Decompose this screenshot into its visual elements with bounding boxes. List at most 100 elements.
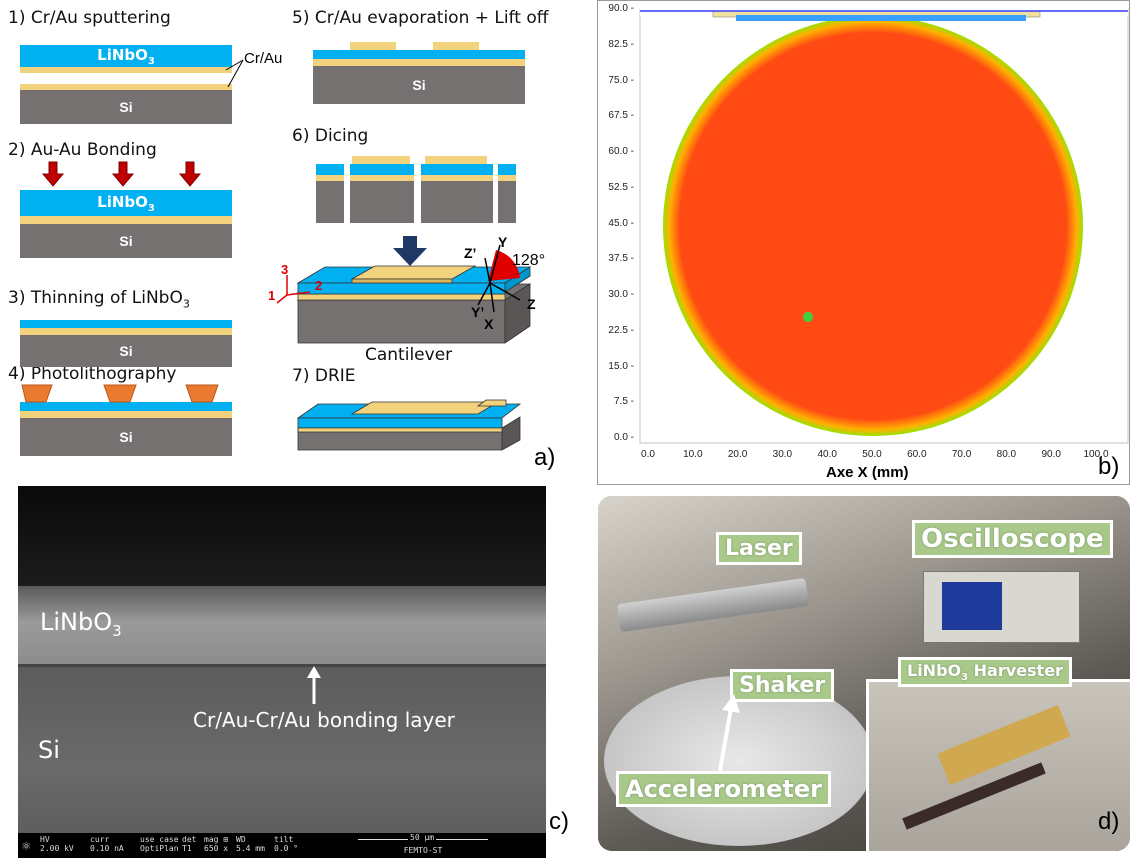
defect-spot: [803, 312, 813, 322]
blue-down-arrow: [393, 236, 427, 266]
axis-yp-label: Y’: [471, 304, 485, 320]
panel-d: Laser Oscilloscope Shaker LiNbO3 Harvest…: [598, 496, 1130, 851]
step4-linbo-layer: [20, 402, 232, 411]
step-6-label: 6) Dicing: [292, 126, 369, 146]
shaker-body: [604, 676, 874, 846]
crau-callout-line-2: [227, 59, 244, 88]
axis-3-label: 3: [281, 262, 289, 277]
axis-2-label: 2: [315, 278, 323, 293]
photoresist-1: [21, 384, 53, 403]
sem-linbo-label: LiNbO3: [40, 608, 122, 640]
cantilever-label: Cantilever: [365, 345, 453, 365]
step4-crau: [20, 411, 232, 418]
red-arrow-1: [41, 161, 65, 187]
sample-axes: [276, 275, 311, 304]
y-tick-label: 0.0 -: [613, 432, 634, 443]
step5-electrode-2: [433, 42, 479, 50]
y-tick-label: 45.0 -: [608, 217, 634, 229]
sem-footer: ⚛ HV 2.00 kV curr 0.10 nA use case OptiPlan…: [18, 833, 546, 858]
panel-b: 90.0 - 82.5 - 75.0 - 67.5 - 60.0 - 52.5 - 45.0…: [597, 0, 1130, 485]
oscilloscope-label: Oscilloscope: [912, 520, 1113, 558]
y-tick-label: 37.5 -: [608, 253, 634, 265]
dicing-stacks: [316, 156, 516, 223]
sem-si-label: Si: [38, 736, 60, 764]
panel-c-label: c): [549, 808, 569, 835]
red-arrow-3: [178, 161, 202, 187]
y-tick-label: 52.5 -: [608, 181, 634, 193]
x-tick-label: 40.0: [817, 449, 837, 460]
bond-arrow: [307, 666, 321, 704]
step5-si-layer: Si: [313, 66, 525, 104]
photoresist-2: [103, 384, 137, 403]
atom-icon: ⚛: [22, 838, 31, 854]
scale-bar: 50 µm FEMTO-ST: [358, 833, 488, 855]
step-1-label: 1) Cr/Au sputtering: [8, 8, 171, 28]
angle-label: 128°: [512, 252, 546, 269]
step1-crau-top: [20, 67, 232, 73]
bonding-arrows: [41, 161, 202, 187]
si-text: Si: [412, 77, 426, 93]
x-tick-label: 0.0: [641, 449, 655, 460]
y-tick-label: 82.5 -: [608, 38, 634, 50]
y-tick-label: 15.0 -: [608, 360, 634, 372]
sem-background-top: [18, 486, 546, 586]
si-text: Si: [119, 429, 133, 445]
step5-crau: [313, 59, 525, 66]
y-tick-label: 7.5 -: [613, 396, 634, 408]
si-text: Si: [119, 233, 133, 249]
step-2-label: 2) Au-Au Bonding: [8, 140, 157, 160]
x-tick-label: 60.0: [907, 449, 927, 460]
y-tick-label: 22.5 -: [608, 324, 634, 336]
panel-a-label: a): [534, 444, 556, 471]
panel-a-drawing: [21, 59, 532, 451]
step2-si-layer: Si: [20, 224, 232, 258]
step3-crau: [20, 328, 232, 335]
step-7-label: 7) DRIE: [292, 366, 356, 386]
step5-electrode-1: [350, 42, 396, 50]
panel-a: 1) Cr/Au sputtering 2) Au-Au Bonding 3) …: [0, 0, 570, 480]
y-tick-label: 60.0 -: [608, 146, 634, 157]
step3-si-layer: Si: [20, 335, 232, 367]
flatness-map: [639, 1, 1129, 444]
laser-label: Laser: [716, 532, 802, 565]
flat-blue: [736, 15, 1026, 21]
x-tick-label: 20.0: [727, 449, 748, 460]
photoresist-3: [185, 384, 219, 403]
sem-si-region: [18, 667, 546, 833]
axis-1-label: 1: [268, 288, 276, 303]
y-tick-label: 75.0 -: [608, 74, 634, 86]
step1-linbo-layer: LiNbO3: [20, 45, 232, 67]
y-tick-label: 30.0 -: [608, 289, 634, 300]
step3-linbo-layer: [20, 320, 232, 328]
linbo-text: LiNbO3: [97, 193, 155, 214]
step2-linbo-layer: LiNbO3: [20, 190, 232, 216]
axis-z-label: Z: [527, 296, 536, 312]
axis-y-label: Y: [498, 234, 508, 250]
step4-si-layer: Si: [20, 418, 232, 456]
wafer-disc: [663, 16, 1083, 436]
cantilever-3d: [296, 265, 532, 344]
x-tick-label: 100.0: [1083, 449, 1109, 460]
axis-x-label: X: [484, 316, 494, 332]
step-4-label: 4) Photolithography: [8, 364, 177, 384]
linbo-text: LiNbO3: [97, 46, 155, 67]
step5-linbo-layer: [313, 50, 525, 59]
axis-zp-label: Z’: [464, 245, 477, 261]
y-tick-label: 67.5 -: [608, 110, 634, 122]
bond-layer-label: Cr/Au-Cr/Au bonding layer: [193, 708, 455, 732]
x-tick-label: 90.0: [1041, 449, 1061, 460]
harvester-label: LiNbO3 Harvester: [898, 657, 1072, 688]
step1-si-layer: Si: [20, 90, 232, 124]
accelerometer-arrow: [718, 694, 740, 772]
x-tick-label: 80.0: [996, 449, 1017, 460]
x-tick-label: 30.0: [772, 449, 793, 460]
y-tick-label: 90.0 -: [608, 3, 634, 14]
panel-b-label: b): [1098, 453, 1120, 480]
si-text: Si: [119, 343, 133, 359]
drie-cantilever: [296, 399, 522, 451]
panel-d-label: d): [1098, 808, 1120, 835]
oscilloscope-device: [923, 571, 1080, 643]
panel-c: LiNbO3 Si Cr/Au-Cr/Au bonding layer ⚛ HV…: [18, 486, 546, 858]
x-axis-title: Axe X (mm): [826, 464, 909, 481]
step1-crau-bottom: [20, 84, 232, 90]
